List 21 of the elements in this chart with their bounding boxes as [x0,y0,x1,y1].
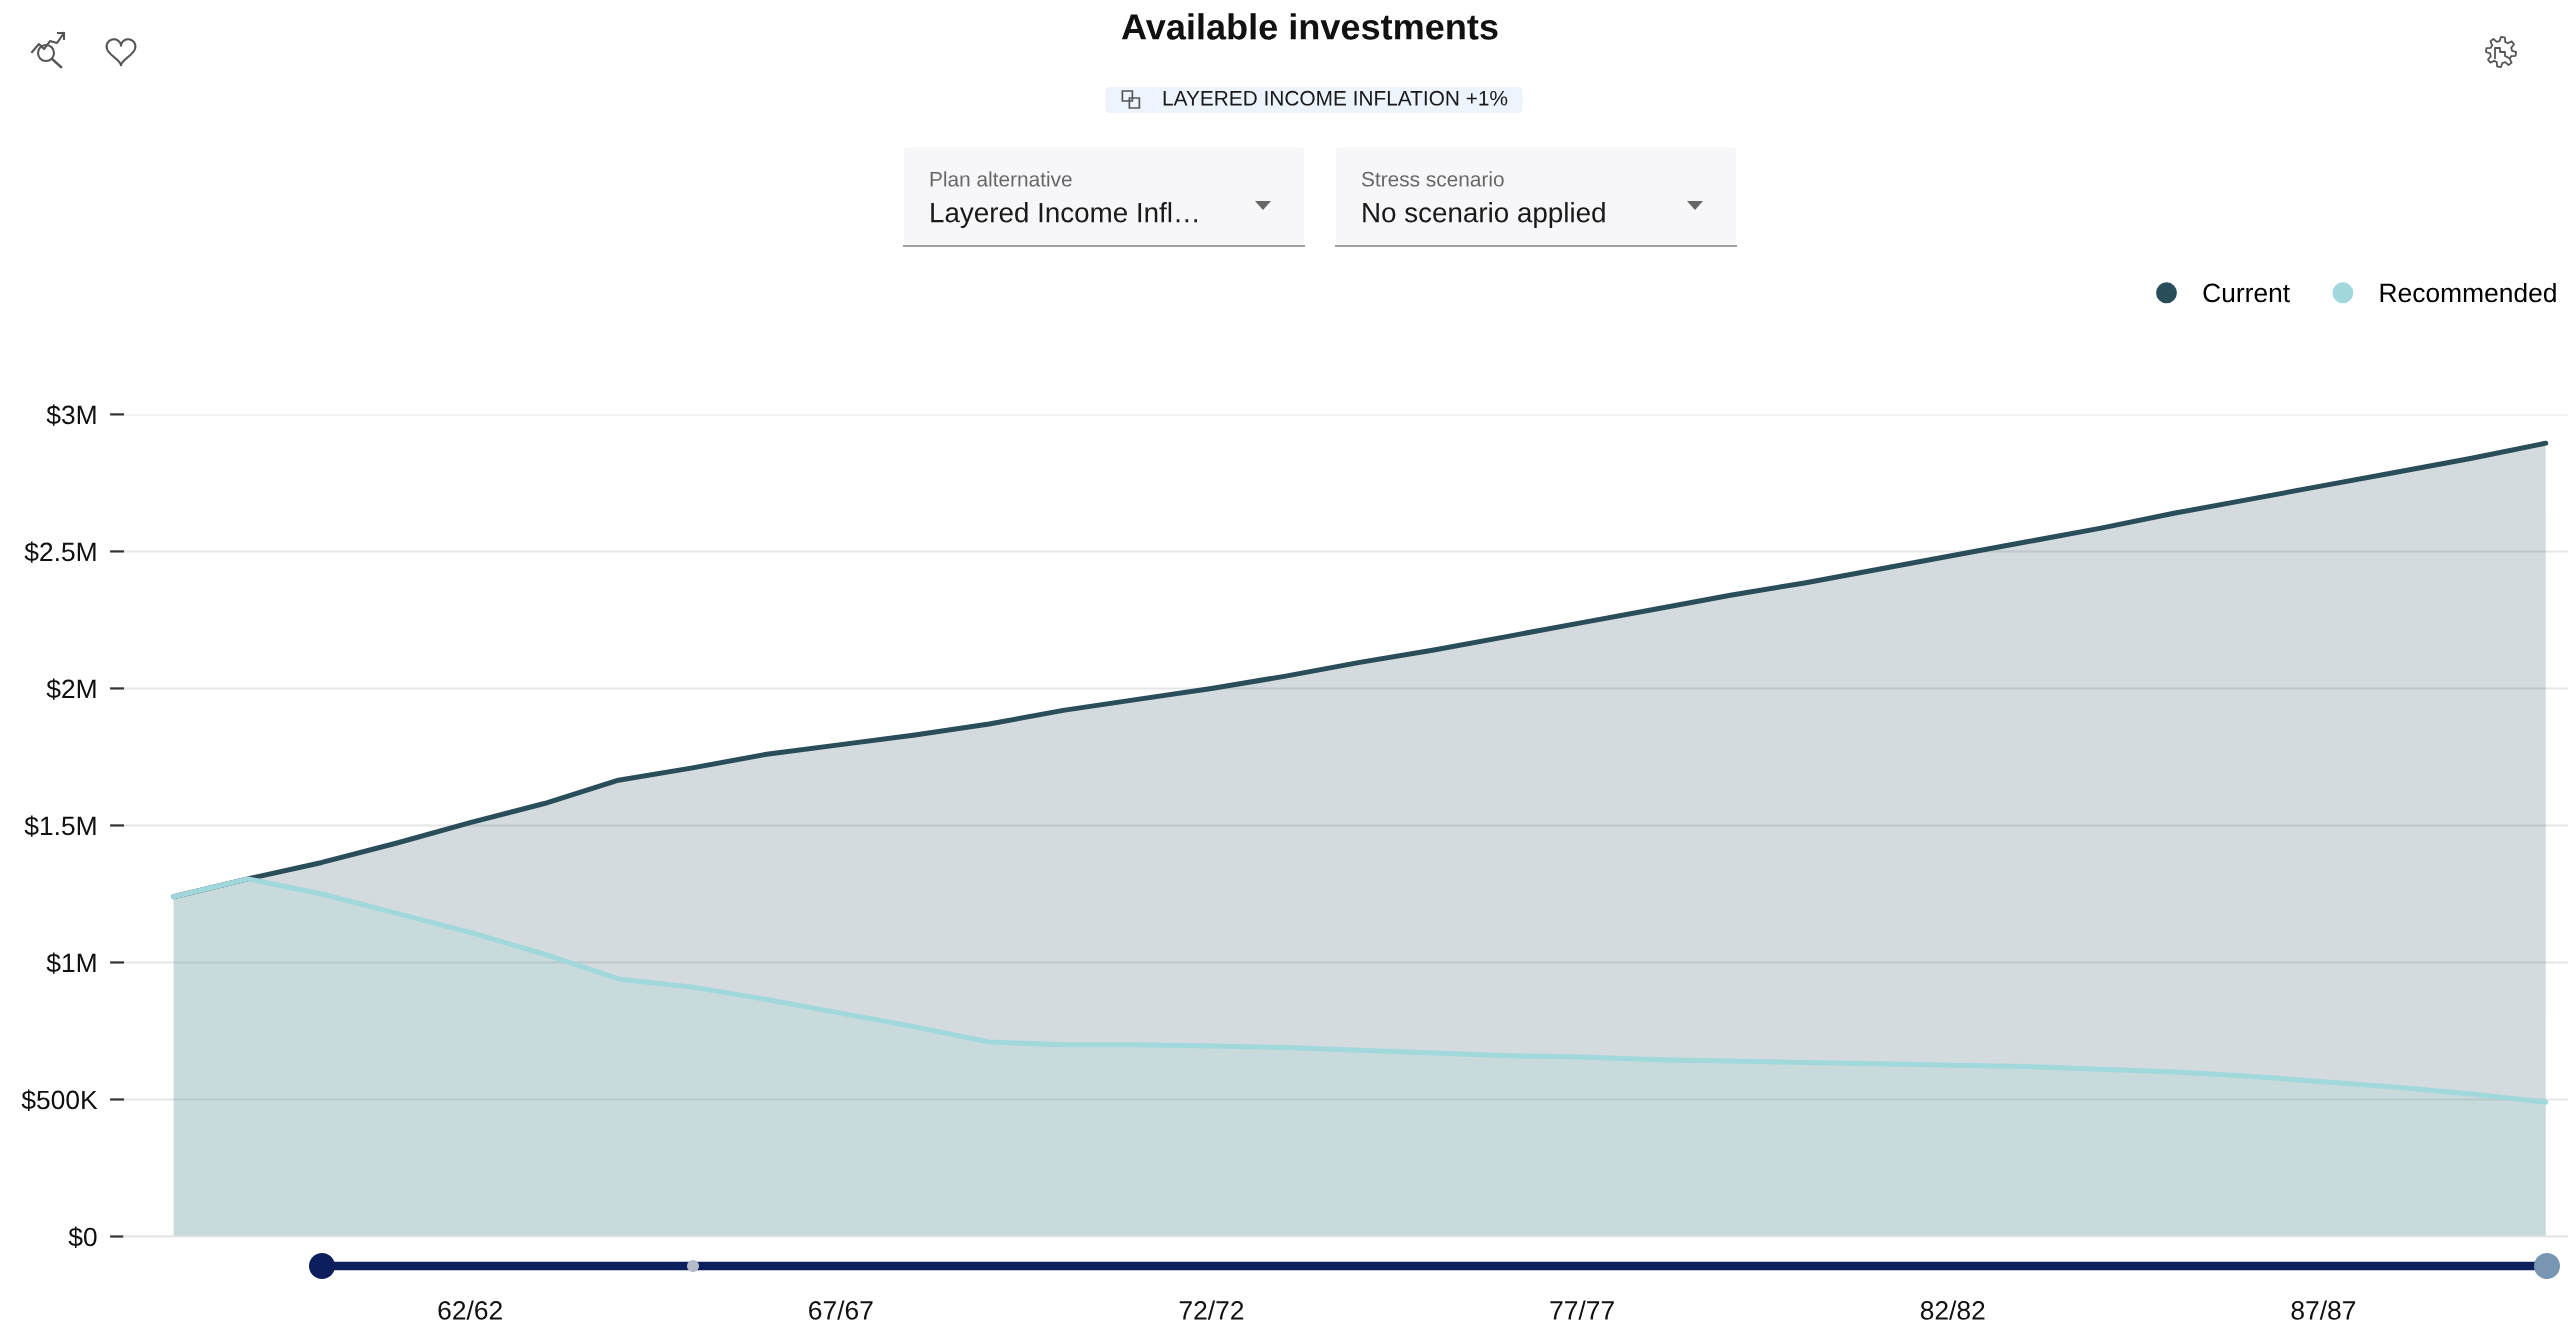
chart-title: Available investments [1121,13,1498,40]
text: Plan alternative [930,171,1072,187]
y-tick-label: $2M [46,678,96,700]
legend-label: Recommended [2380,282,2556,303]
y-tick-label: $500K [21,1089,98,1111]
text: Layered Income Infl… [931,202,1197,228]
x-tick-label: 72/72 [1179,1300,1244,1320]
y-tick-label: $1M [46,952,96,974]
chart-subtitle: LAYERED INCOME INFLATION +1% [1163,90,1508,106]
legend-label: Current [2203,283,2290,303]
y-tick-label: $3M [46,404,96,426]
y-tick-label: $0 [68,1226,97,1248]
x-tick-label: 82/82 [1920,1300,1985,1320]
x-tick-label: 62/62 [438,1300,502,1320]
x-tick-label: 67/67 [809,1300,873,1320]
y-tick-label: $1.5M [24,815,96,837]
text: No scenario applied [1363,202,1605,228]
x-tick-label: 87/87 [2291,1300,2356,1320]
text: Stress scenario [1361,171,1504,187]
y-tick-label: $2.5M [24,541,96,563]
x-tick-label: 77/77 [1550,1300,1614,1320]
